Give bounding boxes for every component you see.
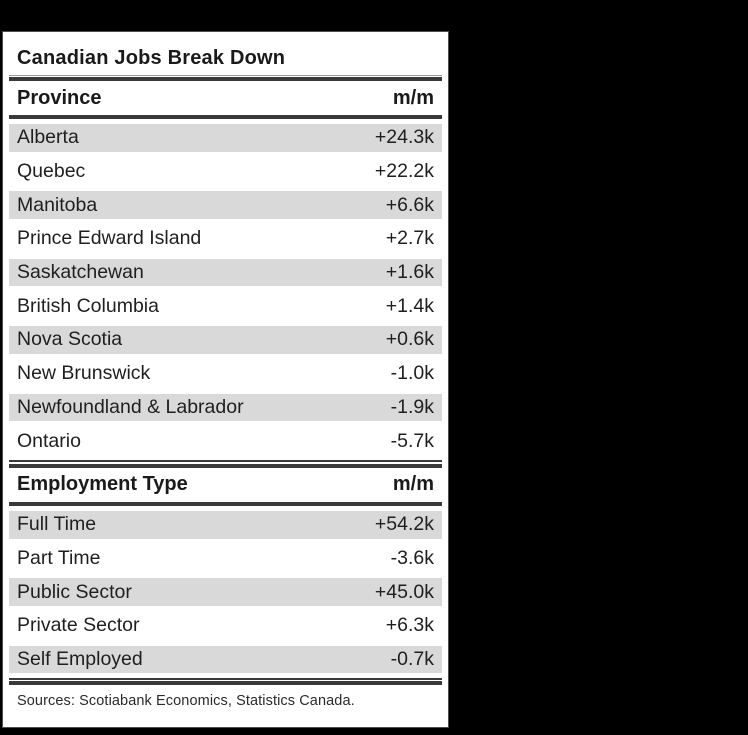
row-label: Self Employed xyxy=(17,647,143,670)
row-value: +1.6k xyxy=(385,261,434,284)
row-value: +22.2k xyxy=(374,160,434,183)
footer-divider xyxy=(9,678,442,686)
row-value: +54.2k xyxy=(374,513,434,536)
section-header-employment: Employment Type m/m xyxy=(9,468,442,502)
table-row: Public Sector +45.0k xyxy=(9,575,442,609)
table-row: Manitoba +6.6k xyxy=(9,188,442,223)
row-label: British Columbia xyxy=(17,294,159,317)
row-value: -5.7k xyxy=(390,429,434,452)
table-row: Full Time +54.2k xyxy=(9,507,442,542)
row-value: +6.3k xyxy=(385,614,434,637)
row-label: Saskatchewan xyxy=(17,261,144,284)
row-value: +45.0k xyxy=(374,580,434,603)
table-row: Private Sector +6.3k xyxy=(9,609,442,643)
row-label: Manitoba xyxy=(17,193,98,216)
table-row: Prince Edward Island +2.7k xyxy=(9,222,442,256)
employment-header-divider xyxy=(9,501,442,506)
section-divider xyxy=(9,459,442,468)
sources-note: Sources: Scotiabank Economics, Statistic… xyxy=(17,693,355,710)
table-row: Saskatchewan +1.6k xyxy=(9,255,442,290)
column-header-employment-mm: m/m xyxy=(392,473,434,496)
row-label: Part Time xyxy=(17,546,101,569)
column-header-employment-type: Employment Type xyxy=(17,473,188,496)
table-row: Self Employed -0.7k xyxy=(9,642,442,677)
province-rows: Alberta +24.3k Quebec +22.2k Manitoba +6… xyxy=(9,121,442,458)
row-label: Newfoundland & Labrador xyxy=(17,395,244,418)
table-row: Part Time -3.6k xyxy=(9,542,442,576)
table-row: Alberta +24.3k xyxy=(9,121,442,155)
section-header-province: Province m/m xyxy=(9,81,442,115)
row-value: +1.4k xyxy=(385,294,434,317)
row-value: +24.3k xyxy=(374,126,434,149)
row-value: -3.6k xyxy=(390,546,434,569)
column-header-province: Province xyxy=(17,86,102,109)
table-row: Nova Scotia +0.6k xyxy=(9,323,442,357)
row-label: Prince Edward Island xyxy=(17,227,202,250)
row-value: +0.6k xyxy=(385,328,434,351)
row-value: +6.6k xyxy=(385,193,434,216)
employment-rows: Full Time +54.2k Part Time -3.6k Public … xyxy=(9,507,442,677)
province-header-divider xyxy=(9,115,442,119)
row-value: -1.0k xyxy=(390,362,434,385)
row-label: Public Sector xyxy=(17,580,132,603)
row-value: -1.9k xyxy=(390,395,434,418)
table-title: Canadian Jobs Break Down xyxy=(17,47,286,69)
row-label: Quebec xyxy=(17,160,86,183)
table-row: Quebec +22.2k xyxy=(9,155,442,189)
table-row: Ontario -5.7k xyxy=(9,424,442,458)
row-label: Alberta xyxy=(17,126,79,149)
title-divider xyxy=(9,75,442,81)
row-label: Ontario xyxy=(17,429,81,452)
row-label: Full Time xyxy=(17,513,97,536)
table-row: British Columbia +1.4k xyxy=(9,289,442,323)
row-label: Nova Scotia xyxy=(17,328,123,351)
row-label: Private Sector xyxy=(17,614,140,637)
column-header-province-mm: m/m xyxy=(392,86,434,109)
table-row: New Brunswick -1.0k xyxy=(9,357,442,391)
table-card: Canadian Jobs Break Down Province m/m Al… xyxy=(2,31,449,728)
row-value: -0.7k xyxy=(390,647,434,670)
table-row: Newfoundland & Labrador -1.9k xyxy=(9,390,442,425)
row-value: +2.7k xyxy=(385,227,434,250)
row-label: New Brunswick xyxy=(17,362,151,385)
